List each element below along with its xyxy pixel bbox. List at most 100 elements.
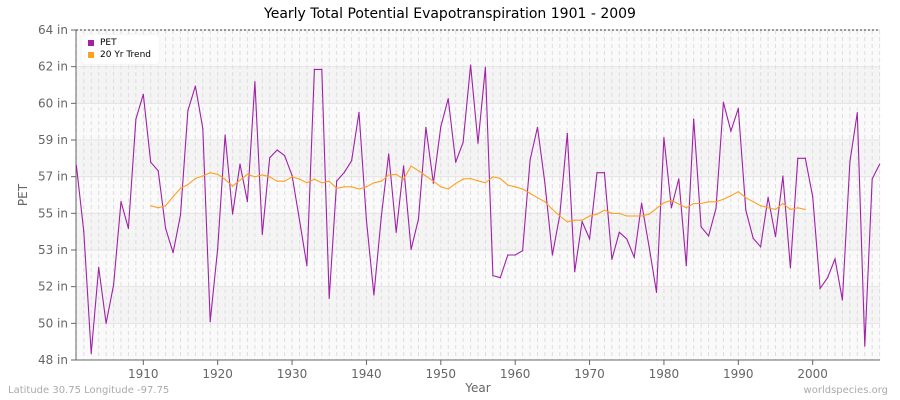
pet-data-point <box>715 207 717 210</box>
pet-data-point <box>217 247 219 250</box>
pet-data-point <box>804 157 806 159</box>
trend-data-point <box>752 201 754 203</box>
pet-data-point <box>760 246 762 248</box>
pet-data-point <box>774 236 777 238</box>
pet-data-point <box>112 284 115 286</box>
pet-data-point <box>321 68 323 70</box>
trend-data-point <box>239 179 241 181</box>
source-text: worldspecies.org <box>803 385 888 396</box>
pet-data-point <box>388 153 390 155</box>
pet-data-point <box>655 291 658 293</box>
pet-data-point <box>83 231 85 233</box>
pet-data-point <box>536 126 539 128</box>
legend-item-pet: PET <box>88 37 151 49</box>
x-tick-label: 2000 <box>797 367 828 381</box>
pet-data-point <box>514 254 516 256</box>
pet-data-point <box>224 134 226 136</box>
trend-data-point <box>596 213 598 215</box>
trend-data-point <box>492 176 494 178</box>
x-tick-label: 1910 <box>128 367 159 381</box>
legend-item-trend: 20 Yr Trend <box>88 49 151 61</box>
trend-data-point <box>484 182 487 184</box>
trend-data-point <box>559 215 561 217</box>
y-tick-label: 50 in <box>38 316 68 330</box>
pet-data-point <box>864 345 866 347</box>
pet-data-point <box>871 178 873 180</box>
pet-data-point <box>477 142 479 144</box>
pet-data-point <box>395 231 397 233</box>
pet-data-point <box>670 207 672 209</box>
trend-data-point <box>447 188 449 190</box>
pet-data-point <box>135 118 137 120</box>
trend-data-point <box>269 176 271 178</box>
trend-data-point <box>611 212 613 214</box>
pet-data-point <box>440 126 442 128</box>
pet-data-point <box>834 258 836 260</box>
pet-data-point <box>350 160 353 162</box>
trend-data-point <box>633 215 635 217</box>
trend-data-point <box>179 187 182 189</box>
trend-data-point <box>522 188 524 190</box>
pet-data-point <box>239 163 241 165</box>
trend-data-point <box>313 178 315 180</box>
trend-data-point <box>224 178 226 180</box>
pet-data-point <box>700 226 702 228</box>
pet-data-point <box>120 201 122 203</box>
pet-data-point <box>551 254 553 256</box>
trend-data-point <box>217 173 219 175</box>
legend-swatch-trend <box>88 52 94 58</box>
pet-data-point <box>417 218 420 220</box>
trend-data-point <box>693 202 695 205</box>
trend-data-point <box>440 186 442 188</box>
y-tick-label: 48 in <box>38 353 68 367</box>
trend-data-point <box>202 175 204 177</box>
trend-data-point <box>284 180 286 182</box>
trend-data-point <box>209 172 211 174</box>
legend-swatch-pet <box>88 40 94 46</box>
pet-data-point <box>678 178 680 180</box>
trend-data-point <box>707 201 710 203</box>
pet-data-point <box>328 297 330 299</box>
trend-data-point <box>276 180 278 182</box>
pet-data-point <box>202 127 204 129</box>
y-tick-label: 62 in <box>38 60 68 74</box>
pet-data-point <box>284 155 286 157</box>
pet-data-point <box>380 216 382 218</box>
pet-data-point <box>425 126 427 128</box>
pet-data-point <box>447 98 449 100</box>
pet-data-point <box>752 237 754 239</box>
pet-data-point <box>373 294 375 296</box>
location-text: Latitude 30.75 Longitude -97.75 <box>8 385 170 396</box>
trend-data-point <box>373 182 375 184</box>
trend-data-point <box>469 177 472 180</box>
pet-data-point <box>179 214 182 216</box>
trend-data-point <box>529 192 531 194</box>
trend-data-point <box>678 203 680 205</box>
trend-data-point <box>150 205 152 207</box>
pet-data-point <box>581 221 583 223</box>
pet-data-point <box>469 64 472 66</box>
trend-data-point <box>172 196 174 198</box>
pet-data-point <box>507 254 509 256</box>
pet-data-point <box>529 159 531 161</box>
pet-data-point <box>849 161 851 163</box>
pet-data-point <box>797 157 799 159</box>
pet-data-point <box>298 219 301 221</box>
trend-data-point <box>507 184 509 186</box>
pet-data-point <box>276 149 278 151</box>
pet-data-point <box>841 299 844 301</box>
y-tick-label: 55 in <box>38 206 68 220</box>
pet-data-point <box>693 118 695 120</box>
pet-data-point <box>544 182 546 184</box>
y-tick-label: 53 in <box>38 243 68 257</box>
y-tick-label: 64 in <box>38 23 68 37</box>
trend-data-point <box>804 208 806 211</box>
pet-data-point <box>737 107 739 109</box>
trend-data-point <box>306 182 308 184</box>
trend-data-point <box>700 202 702 205</box>
trend-data-point <box>343 186 345 188</box>
pet-data-point <box>641 202 643 204</box>
trend-data-point <box>254 176 256 178</box>
pet-data-point <box>98 266 100 268</box>
legend-label-trend: 20 Yr Trend <box>100 50 152 60</box>
